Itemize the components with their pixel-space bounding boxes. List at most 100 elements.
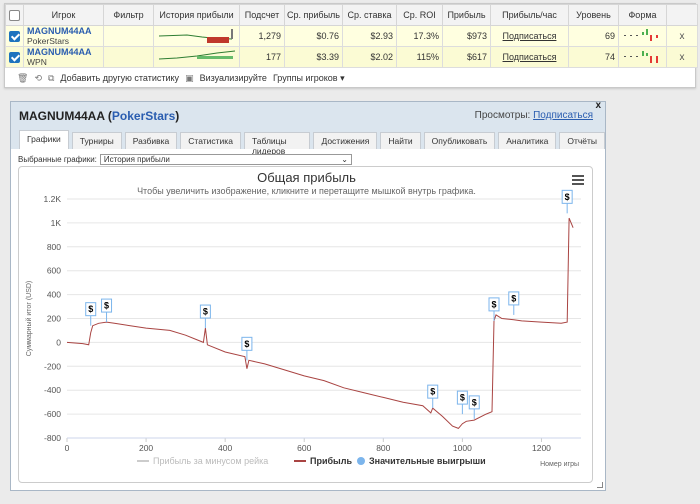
col-history[interactable]: История прибыли bbox=[153, 4, 240, 26]
add-stat-button[interactable]: Добавить другую статистику bbox=[60, 73, 180, 83]
views-subscribe-link[interactable]: Подписаться bbox=[533, 110, 593, 121]
avg-stake-value: $2.93 bbox=[342, 25, 397, 47]
x-tick-label: 1000 bbox=[453, 443, 472, 453]
x-tick-label: 1200 bbox=[532, 443, 551, 453]
chart-subtitle: Чтобы увеличить изображение, кликните и … bbox=[137, 186, 476, 196]
col-count[interactable]: Подсчет bbox=[239, 4, 285, 26]
col-hourly[interactable]: Прибыль/час bbox=[490, 4, 569, 26]
y-tick-label: -400 bbox=[44, 385, 61, 395]
tab-publish[interactable]: Опубликовать bbox=[423, 132, 496, 149]
copy-icon[interactable]: ⧉ bbox=[47, 72, 55, 83]
legend-rake-label: Прибыль за минусом рейка bbox=[153, 456, 268, 466]
y-axis-label: Суммарный итог (USD) bbox=[25, 281, 33, 357]
avg-profit-value: $3.39 bbox=[284, 46, 343, 68]
form-chart bbox=[624, 51, 658, 63]
y-tick-label: 200 bbox=[47, 314, 61, 324]
big-win-flag-label: $ bbox=[492, 299, 497, 309]
legend-bigwin-swatch bbox=[357, 457, 365, 465]
tab-statistics[interactable]: Статистика bbox=[180, 132, 241, 149]
big-win-flag bbox=[199, 304, 211, 319]
tab-leaderboards[interactable]: Таблицы лидеров bbox=[243, 132, 311, 156]
player-name[interactable]: MAGNUM44AA bbox=[27, 26, 92, 36]
groups-label: Группы игроков bbox=[272, 72, 338, 83]
table-row: MAGNUM44AA WPN 177 $3.39 $2.02 115% $617 … bbox=[5, 46, 698, 68]
col-roi[interactable]: Ср. ROI bbox=[396, 4, 443, 26]
big-win-flag bbox=[488, 297, 500, 312]
y-tick-label: 600 bbox=[47, 266, 61, 276]
col-avg-profit[interactable]: Ср. прибыль bbox=[284, 4, 343, 26]
player-panel: MAGNUM44AA (PokerStars) Просмотры: Подпи… bbox=[10, 100, 606, 491]
remove-row-button[interactable]: x bbox=[666, 46, 698, 68]
legend-bigwin-label: Значительные выигрыши bbox=[369, 456, 486, 466]
chevron-down-icon: ▾ bbox=[340, 72, 345, 83]
big-win-flag bbox=[427, 384, 439, 399]
row-checkbox[interactable] bbox=[5, 25, 24, 47]
col-level[interactable]: Уровень bbox=[568, 4, 619, 26]
form-bars bbox=[618, 46, 667, 68]
trash-icon[interactable]: 🗑 bbox=[17, 72, 29, 83]
y-tick-label: 800 bbox=[47, 242, 61, 252]
row-checkbox[interactable] bbox=[5, 46, 24, 68]
tab-reports[interactable]: Отчёты bbox=[559, 132, 605, 149]
panel-header: MAGNUM44AA (PokerStars) Просмотры: Подпи… bbox=[11, 100, 605, 130]
tab-analytics[interactable]: Аналитика bbox=[498, 132, 557, 149]
x-tick-label: 400 bbox=[218, 443, 232, 453]
groups-dropdown[interactable]: Группы игроков ▾ bbox=[273, 73, 345, 84]
profit-value: $973 bbox=[442, 25, 491, 47]
big-win-flag-label: $ bbox=[88, 304, 93, 314]
tab-tournaments[interactable]: Турниры bbox=[71, 132, 122, 149]
resize-handle[interactable] bbox=[597, 482, 603, 488]
sparkline-chart bbox=[158, 29, 233, 43]
tab-bar: Графики Турниры Разбивка Статистика Табл… bbox=[11, 130, 605, 156]
big-win-flag-label: $ bbox=[104, 301, 109, 311]
stats-table-panel: Игрок Фильтр История прибыли Подсчет Ср.… bbox=[4, 3, 698, 88]
level-value: 69 bbox=[568, 25, 619, 47]
visualize-button[interactable]: Визуализируйте bbox=[199, 73, 267, 83]
remove-row-button[interactable]: x bbox=[666, 25, 698, 47]
site-link[interactable]: PokerStars bbox=[111, 109, 176, 123]
player-title: MAGNUM44AA bbox=[19, 109, 105, 123]
x-tick-label: 0 bbox=[65, 443, 70, 453]
count-value: 177 bbox=[239, 46, 285, 68]
select-all-checkbox[interactable] bbox=[5, 4, 24, 26]
profit-chart[interactable]: 1.2K 1K 800 600 400 200 0 -200 -400 -600 -800 0 200 4… bbox=[19, 167, 594, 484]
player-name[interactable]: MAGNUM44AA bbox=[27, 47, 92, 57]
share-icon[interactable]: ⟲ bbox=[34, 72, 42, 83]
views-info: Просмотры: Подписаться bbox=[475, 110, 593, 121]
chart-select[interactable]: История прибыли ⌄ bbox=[99, 154, 352, 165]
x-tick-label: 800 bbox=[376, 443, 390, 453]
y-tick-label: 1K bbox=[51, 218, 62, 228]
tab-breakdown[interactable]: Разбивка bbox=[124, 132, 178, 149]
col-profit[interactable]: Прибыль bbox=[442, 4, 491, 26]
close-icon[interactable]: x bbox=[595, 100, 601, 111]
profit-value: $617 bbox=[442, 46, 491, 68]
form-bars bbox=[618, 25, 667, 47]
hourly-subscribe-link[interactable]: Подписаться bbox=[490, 46, 569, 68]
menu-icon[interactable] bbox=[572, 175, 584, 187]
col-player[interactable]: Игрок bbox=[23, 4, 104, 26]
big-win-flag bbox=[241, 336, 253, 351]
x-axis-label: Номер игры bbox=[540, 461, 579, 468]
chart-title: Общая прибыль bbox=[257, 170, 356, 185]
big-win-flag bbox=[456, 390, 468, 405]
table-row: MAGNUM44AA PokerStars 1,279 $0.76 $2.93 1… bbox=[5, 25, 698, 47]
page-title: MAGNUM44AA (PokerStars) bbox=[19, 109, 180, 123]
tab-graphs[interactable]: Графики bbox=[19, 130, 69, 149]
tab-find[interactable]: Найти bbox=[380, 132, 421, 149]
big-win-flag-label: $ bbox=[430, 387, 435, 397]
profit-series-line bbox=[66, 217, 574, 429]
player-site: PokerStars bbox=[27, 36, 70, 46]
hourly-subscribe-link[interactable]: Подписаться bbox=[490, 25, 569, 47]
roi-value: 17.3% bbox=[396, 25, 443, 47]
sparkline-chart bbox=[158, 50, 236, 60]
col-form[interactable]: Форма bbox=[618, 4, 667, 26]
stats-table: Игрок Фильтр История прибыли Подсчет Ср.… bbox=[5, 4, 698, 68]
y-tick-label: 0 bbox=[56, 337, 61, 347]
chart-container[interactable]: Общая прибыль Чтобы увеличить изображени… bbox=[18, 166, 593, 483]
col-filter[interactable]: Фильтр bbox=[103, 4, 154, 26]
big-win-flag-label: $ bbox=[203, 307, 208, 317]
tab-achievements[interactable]: Достижения bbox=[313, 132, 378, 149]
y-tick-label: -600 bbox=[44, 409, 61, 419]
big-win-flag bbox=[561, 189, 573, 204]
col-avg-stake[interactable]: Ср. ставка bbox=[342, 4, 397, 26]
